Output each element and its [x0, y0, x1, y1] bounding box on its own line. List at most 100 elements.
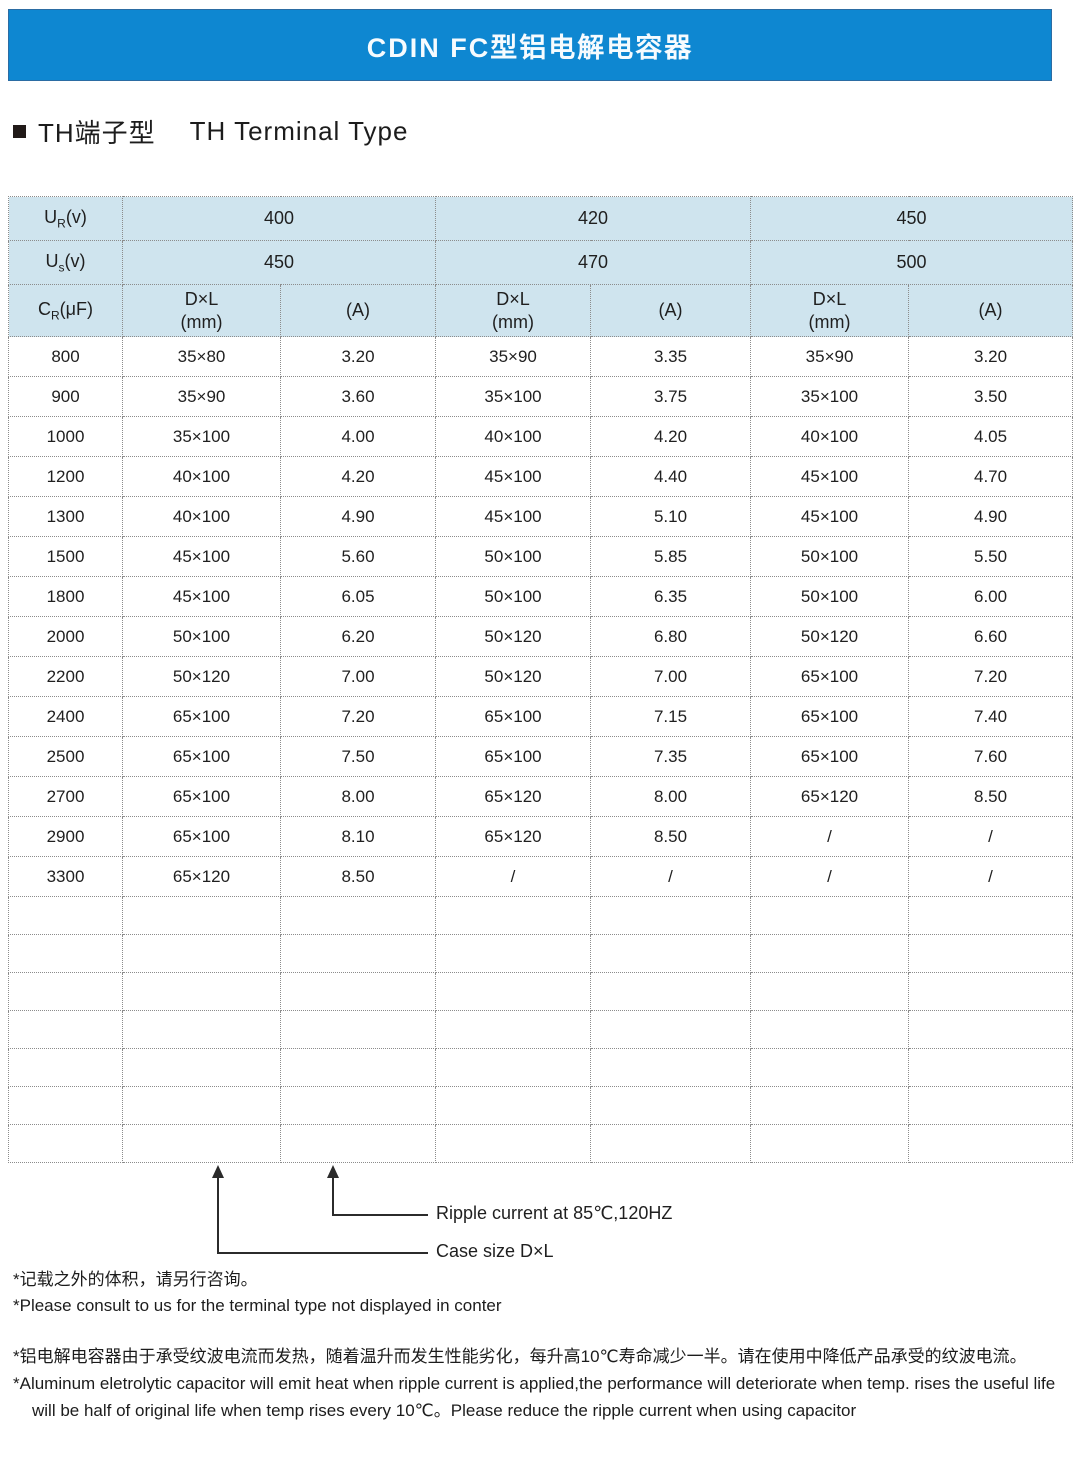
table-row: 1800 45×100 6.05 50×100 6.35 50×100 6.00	[8, 576, 1074, 617]
note-group-1: *记载之外的体积，请另行咨询。 *Please consult to us fo…	[13, 1267, 1080, 1319]
case-size: 65×120	[750, 776, 910, 817]
empty-row	[8, 934, 1074, 973]
note-group-2: *铝电解电容器由于承受纹波电流而发热，随着温升而发生性能劣化，每升高10℃寿命减…	[13, 1343, 1069, 1424]
cap-value: 2700	[8, 776, 123, 817]
ripple-current: 6.05	[279, 576, 437, 617]
rated-voltage-row: UR(v) 400 420 450	[8, 196, 1074, 241]
ripple-current: 4.70	[908, 456, 1074, 497]
cap-value: 2000	[8, 616, 123, 657]
ripple-current: 4.05	[908, 416, 1074, 457]
ripple-current: 8.00	[279, 776, 437, 817]
ripple-current: /	[908, 816, 1074, 857]
cap-value: 1800	[8, 576, 123, 617]
table-row: 1300 40×100 4.90 45×100 5.10 45×100 4.90	[8, 496, 1074, 537]
case-size: /	[435, 856, 592, 897]
case-size: 45×100	[750, 456, 910, 497]
ripple-current: 6.00	[908, 576, 1074, 617]
ripple-current: 3.20	[279, 336, 437, 377]
us-label: Us(v)	[8, 240, 123, 285]
case-size: 45×100	[122, 536, 281, 577]
case-size: 35×100	[435, 376, 592, 417]
case-size: 50×100	[750, 576, 910, 617]
ripple-current: 7.40	[908, 696, 1074, 737]
case-size: 50×100	[435, 536, 592, 577]
cap-value: 2900	[8, 816, 123, 857]
table-row: 2900 65×100 8.10 65×120 8.50 / /	[8, 816, 1074, 857]
note-consult-en: *Please consult to us for the terminal t…	[13, 1296, 502, 1315]
case-size: 65×100	[435, 696, 592, 737]
case-size: 50×120	[750, 616, 910, 657]
case-size: 65×120	[122, 856, 281, 897]
case-size: 35×100	[122, 416, 281, 457]
note-ripple-en: *Aluminum eletrolytic capacitor will emi…	[13, 1374, 1056, 1420]
case-size: 50×100	[435, 576, 592, 617]
arrow-up-icon	[327, 1165, 339, 1178]
ripple-current: 8.00	[590, 776, 752, 817]
page-title: CDIN FC型铝电解电容器	[366, 32, 694, 63]
table-row: 900 35×90 3.60 35×100 3.75 35×100 3.50	[8, 376, 1074, 417]
case-size: 65×100	[750, 736, 910, 777]
current-header: (A)	[279, 284, 437, 337]
ripple-current: 8.50	[590, 816, 752, 857]
ripple-current: 7.50	[279, 736, 437, 777]
cap-value: 2500	[8, 736, 123, 777]
note-consult-zh: *记载之外的体积，请另行咨询。	[13, 1270, 258, 1289]
cap-value: 3300	[8, 856, 123, 897]
case-size: 65×100	[750, 696, 910, 737]
ripple-current: 5.60	[279, 536, 437, 577]
dxl-header: D×L (mm)	[435, 284, 592, 337]
ur-value: 420	[435, 196, 752, 241]
table-row: 2500 65×100 7.50 65×100 7.35 65×100 7.60	[8, 736, 1074, 777]
empty-row	[8, 1048, 1074, 1087]
case-size: 50×120	[435, 616, 592, 657]
note-ripple-zh: *铝电解电容器由于承受纹波电流而发热，随着温升而发生性能劣化，每升高10℃寿命减…	[13, 1347, 1027, 1366]
us-value: 500	[750, 240, 1074, 285]
ripple-current: 3.20	[908, 336, 1074, 377]
section-heading: TH端子型 TH Terminal Type	[13, 113, 1080, 150]
column-header-row: CR(μF) D×L (mm) (A) D×L (mm) (A) D×L (mm) (…	[8, 284, 1074, 337]
empty-row	[8, 896, 1074, 935]
ripple-current-callout: Ripple current at 85℃,120HZ	[436, 1203, 673, 1223]
ripple-current: 4.90	[279, 496, 437, 537]
spec-table: UR(v) 400 420 450 Us(v) 450 470 500 CR(μ…	[8, 196, 1074, 1163]
ripple-current: 6.60	[908, 616, 1074, 657]
cap-value: 1300	[8, 496, 123, 537]
cap-value: 900	[8, 376, 123, 417]
ripple-current: 7.20	[279, 696, 437, 737]
case-size: 40×100	[122, 456, 281, 497]
case-size: 65×120	[435, 816, 592, 857]
ripple-current: 8.50	[908, 776, 1074, 817]
cap-value: 1500	[8, 536, 123, 577]
empty-row	[8, 1010, 1074, 1049]
cap-value: 800	[8, 336, 123, 377]
ripple-current: 7.20	[908, 656, 1074, 697]
dxl-header: D×L (mm)	[122, 284, 281, 337]
ripple-current: 4.20	[279, 456, 437, 497]
table-row: 1500 45×100 5.60 50×100 5.85 50×100 5.50	[8, 536, 1074, 577]
ripple-current: 7.60	[908, 736, 1074, 777]
table-row: 3300 65×120 8.50 / / / /	[8, 856, 1074, 897]
ripple-current: 7.00	[279, 656, 437, 697]
case-size: 65×100	[122, 816, 281, 857]
us-value: 470	[435, 240, 752, 285]
square-bullet-icon	[13, 125, 26, 138]
ripple-current: 8.50	[279, 856, 437, 897]
case-size: 50×100	[750, 536, 910, 577]
ripple-current: 6.35	[590, 576, 752, 617]
table-row: 800 35×80 3.20 35×90 3.35 35×90 3.20	[8, 336, 1074, 377]
capacitance-header: CR(μF)	[8, 284, 123, 337]
case-size: 35×100	[750, 376, 910, 417]
arrow-up-icon	[212, 1165, 224, 1178]
ripple-current: 5.50	[908, 536, 1074, 577]
table-row: 1000 35×100 4.00 40×100 4.20 40×100 4.05	[8, 416, 1074, 457]
case-size: 65×100	[750, 656, 910, 697]
ur-value: 450	[750, 196, 1074, 241]
case-size: /	[750, 856, 910, 897]
case-size: 65×120	[435, 776, 592, 817]
ripple-current: 5.10	[590, 496, 752, 537]
ur-value: 400	[121, 196, 437, 241]
case-size: 40×100	[435, 416, 592, 457]
ripple-current: 4.40	[590, 456, 752, 497]
ripple-current: 4.00	[279, 416, 437, 457]
ripple-current: 4.90	[908, 496, 1074, 537]
